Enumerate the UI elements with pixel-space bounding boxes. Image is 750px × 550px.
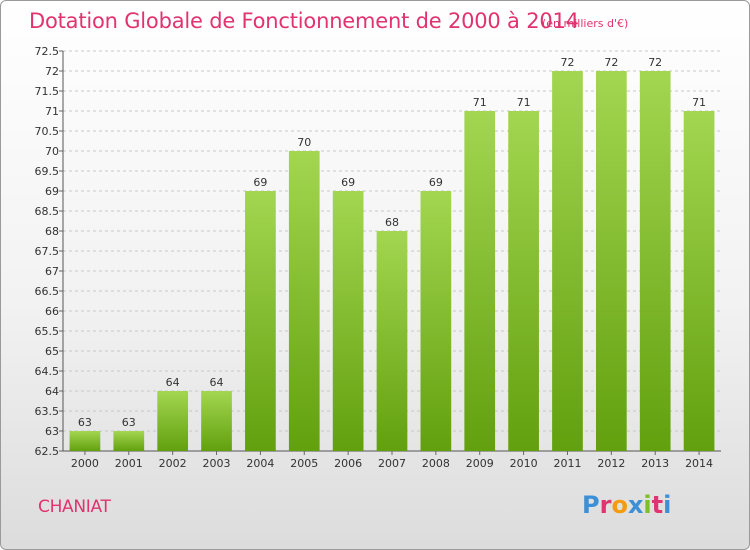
- y-tick-label: 70.5: [35, 125, 60, 138]
- logo-letter: i: [663, 491, 672, 519]
- y-tick-label: 71: [45, 105, 59, 118]
- bar: [683, 111, 715, 451]
- bar: [595, 71, 627, 451]
- x-tick-label: 2003: [203, 457, 231, 470]
- data-label: 70: [297, 136, 311, 149]
- commune-name: CHANIAT: [38, 497, 111, 517]
- logo-letter: P: [582, 491, 600, 519]
- bar: [332, 191, 364, 451]
- y-tick-label: 67.5: [35, 245, 60, 258]
- x-tick-label: 2009: [466, 457, 494, 470]
- chart-title: Dotation Globale de Fonctionnement de 20…: [29, 9, 579, 33]
- y-tick-label: 66.5: [35, 285, 60, 298]
- logo-letter: r: [599, 491, 612, 519]
- logo-letter: x: [627, 491, 644, 519]
- data-label: 63: [78, 416, 92, 429]
- data-label: 63: [122, 416, 136, 429]
- x-tick-label: 2002: [159, 457, 187, 470]
- data-label: 64: [210, 376, 224, 389]
- data-label: 69: [429, 176, 443, 189]
- bar: [288, 151, 320, 451]
- x-tick-label: 2006: [334, 457, 362, 470]
- x-tick-label: 2011: [553, 457, 581, 470]
- logo-letter: t: [651, 491, 664, 519]
- y-tick-label: 72: [45, 65, 59, 78]
- bar: [464, 111, 496, 451]
- y-tick-label: 63: [45, 425, 59, 438]
- logo-letter: o: [611, 491, 628, 519]
- x-tick-label: 2000: [71, 457, 99, 470]
- bar: [69, 431, 101, 451]
- y-tick-label: 63.5: [35, 405, 60, 418]
- y-tick-label: 62.5: [35, 445, 60, 458]
- data-label: 71: [473, 96, 487, 109]
- y-tick-label: 68.5: [35, 205, 60, 218]
- x-tick-label: 2001: [115, 457, 143, 470]
- y-tick-label: 64: [45, 385, 59, 398]
- data-label: 72: [648, 56, 662, 69]
- x-tick-label: 2007: [378, 457, 406, 470]
- bar: [157, 391, 189, 451]
- proxiti-logo: Proxiti: [582, 491, 671, 519]
- y-tick-label: 65.5: [35, 325, 60, 338]
- y-tick-label: 69.5: [35, 165, 60, 178]
- x-tick-label: 2010: [510, 457, 538, 470]
- y-tick-label: 67: [45, 265, 59, 278]
- bar: [508, 111, 539, 451]
- chart-unit: (en milliers d'€): [542, 17, 629, 30]
- bar: [113, 431, 145, 451]
- x-tick-label: 2004: [246, 457, 274, 470]
- bar: [201, 391, 232, 451]
- y-tick-label: 64.5: [35, 365, 60, 378]
- y-tick-label: 72.5: [35, 45, 60, 58]
- y-tick-label: 70: [45, 145, 59, 158]
- bar: [552, 71, 583, 451]
- x-tick-label: 2005: [290, 457, 318, 470]
- y-tick-label: 66: [45, 305, 59, 318]
- y-tick-label: 69: [45, 185, 59, 198]
- y-tick-label: 65: [45, 345, 59, 358]
- data-label: 69: [341, 176, 355, 189]
- data-label: 72: [604, 56, 618, 69]
- x-tick-label: 2012: [597, 457, 625, 470]
- data-label: 71: [517, 96, 531, 109]
- logo-letter: i: [643, 491, 652, 519]
- x-tick-label: 2008: [422, 457, 450, 470]
- bar: [376, 231, 408, 451]
- y-tick-label: 68: [45, 225, 59, 238]
- y-tick-label: 71.5: [35, 85, 60, 98]
- data-label: 64: [166, 376, 180, 389]
- x-tick-label: 2014: [685, 457, 713, 470]
- data-label: 72: [560, 56, 574, 69]
- bar: [245, 191, 276, 451]
- x-tick-label: 2013: [641, 457, 669, 470]
- bar: [639, 71, 671, 451]
- data-label: 69: [253, 176, 267, 189]
- data-label: 71: [692, 96, 706, 109]
- bar: [420, 191, 452, 451]
- data-label: 68: [385, 216, 399, 229]
